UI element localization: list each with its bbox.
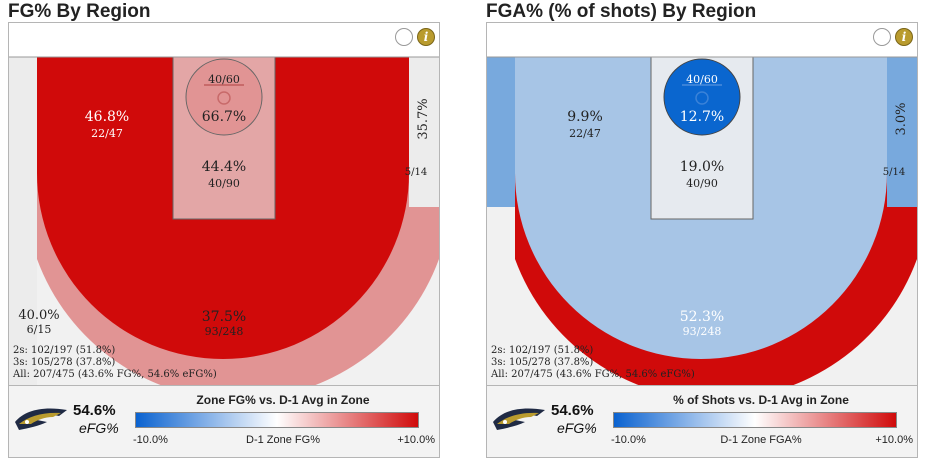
three-frac-label: 93/248 [683, 325, 722, 338]
legend-max-label: +10.0% [397, 434, 435, 446]
team-logo [493, 408, 545, 430]
hoop [217, 91, 231, 105]
efg-value: 54.6% [73, 402, 116, 419]
midrange-frac-label: 22/47 [91, 127, 123, 140]
panel-title: FGA% (% of shots) By Region [486, 1, 757, 22]
left-baseline-area [487, 207, 515, 385]
zone-left-corner[interactable] [487, 57, 515, 207]
legend-min-label: -10.0% [611, 434, 646, 446]
zone-right-corner[interactable] [409, 57, 439, 207]
rim-frac-label: 40/60 [208, 73, 240, 86]
zone-left-corner[interactable] [9, 57, 37, 385]
rim-pct-label: 12.7% [680, 109, 724, 125]
team-logo [15, 408, 67, 430]
summary-all: All: 207/475 (43.6% FG%, 54.6% eFG%) [12, 369, 217, 380]
three-pct-label: 37.5% [202, 309, 246, 325]
info-icon[interactable]: i [895, 28, 913, 46]
efg-label: eFG% [79, 420, 119, 436]
court-heatmap: 40/60 12.7% 19.0% 40/90 9.9% 22/47 3.0% … [487, 23, 917, 385]
chart-frame: 40/60 66.7% 44.4% 40/90 46.8% 22/47 35.7… [8, 22, 440, 458]
chart-footer: 54.6% eFG% Zone FG% vs. D-1 Avg in Zone … [9, 385, 439, 457]
panel-title: FG% By Region [8, 1, 151, 22]
paint-frac-label: 40/90 [208, 177, 240, 190]
legend-min-label: -10.0% [133, 434, 168, 446]
legend-mid-label: D-1 Zone FGA% [720, 434, 802, 446]
zone-rim[interactable] [663, 58, 741, 136]
paint-frac-label: 40/90 [686, 177, 718, 190]
midrange-pct-label: 46.8% [85, 109, 129, 125]
midrange-frac-label: 22/47 [569, 127, 601, 140]
paint-pct-label: 19.0% [680, 159, 724, 175]
legend-title: Zone FG% vs. D-1 Avg in Zone [196, 393, 370, 407]
three-pct-label: 52.3% [680, 309, 724, 325]
right-corner-frac-label: 5/14 [883, 167, 905, 178]
chart-footer: 54.6% eFG% % of Shots vs. D-1 Avg in Zon… [487, 385, 917, 457]
fg-pct-panel: FG% By Region 40/60 66.7% 44.4% [6, 0, 442, 464]
zone-right-corner[interactable] [887, 57, 917, 207]
court-heatmap: 40/60 66.7% 44.4% 40/90 46.8% 22/47 35.7… [9, 23, 439, 385]
toggle-circle-button[interactable] [873, 28, 891, 46]
summary-threes: 3s: 105/278 (37.8%) [13, 357, 115, 368]
three-frac-label: 93/248 [205, 325, 244, 338]
summary-twos: 2s: 102/197 (51.8%) [13, 345, 115, 356]
summary-twos: 2s: 102/197 (51.8%) [491, 345, 593, 356]
summary-threes: 3s: 105/278 (37.8%) [491, 357, 593, 368]
rim-pct-label: 66.7% [202, 109, 246, 125]
toggle-circle-button[interactable] [395, 28, 413, 46]
left-corner-pct-label: 40.0% [18, 308, 59, 323]
court-header [487, 23, 917, 57]
right-corner-pct-label: 35.7% [416, 98, 431, 139]
hoop [695, 91, 709, 105]
zone-rim[interactable] [185, 58, 263, 136]
legend-max-label: +10.0% [875, 434, 913, 446]
chart-frame: 40/60 12.7% 19.0% 40/90 9.9% 22/47 3.0% … [486, 22, 918, 458]
rim-frac-label: 40/60 [686, 73, 718, 86]
info-icon[interactable]: i [417, 28, 435, 46]
legend-color-bar [613, 412, 897, 428]
efg-value: 54.6% [551, 402, 594, 419]
right-corner-pct-label: 3.0% [894, 102, 909, 135]
summary-all: All: 207/475 (43.6% FG%, 54.6% eFG%) [490, 369, 695, 380]
legend-color-bar [135, 412, 419, 428]
court-header [9, 23, 439, 57]
right-corner-frac-label: 5/14 [405, 167, 427, 178]
efg-label: eFG% [557, 420, 597, 436]
fga-pct-panel: FGA% (% of shots) By Region 40/60 12.7% … [484, 0, 920, 464]
legend-title: % of Shots vs. D-1 Avg in Zone [673, 393, 849, 407]
legend-mid-label: D-1 Zone FG% [246, 434, 320, 446]
paint-pct-label: 44.4% [202, 159, 246, 175]
midrange-pct-label: 9.9% [567, 109, 603, 125]
left-corner-frac-label: 6/15 [27, 323, 52, 336]
